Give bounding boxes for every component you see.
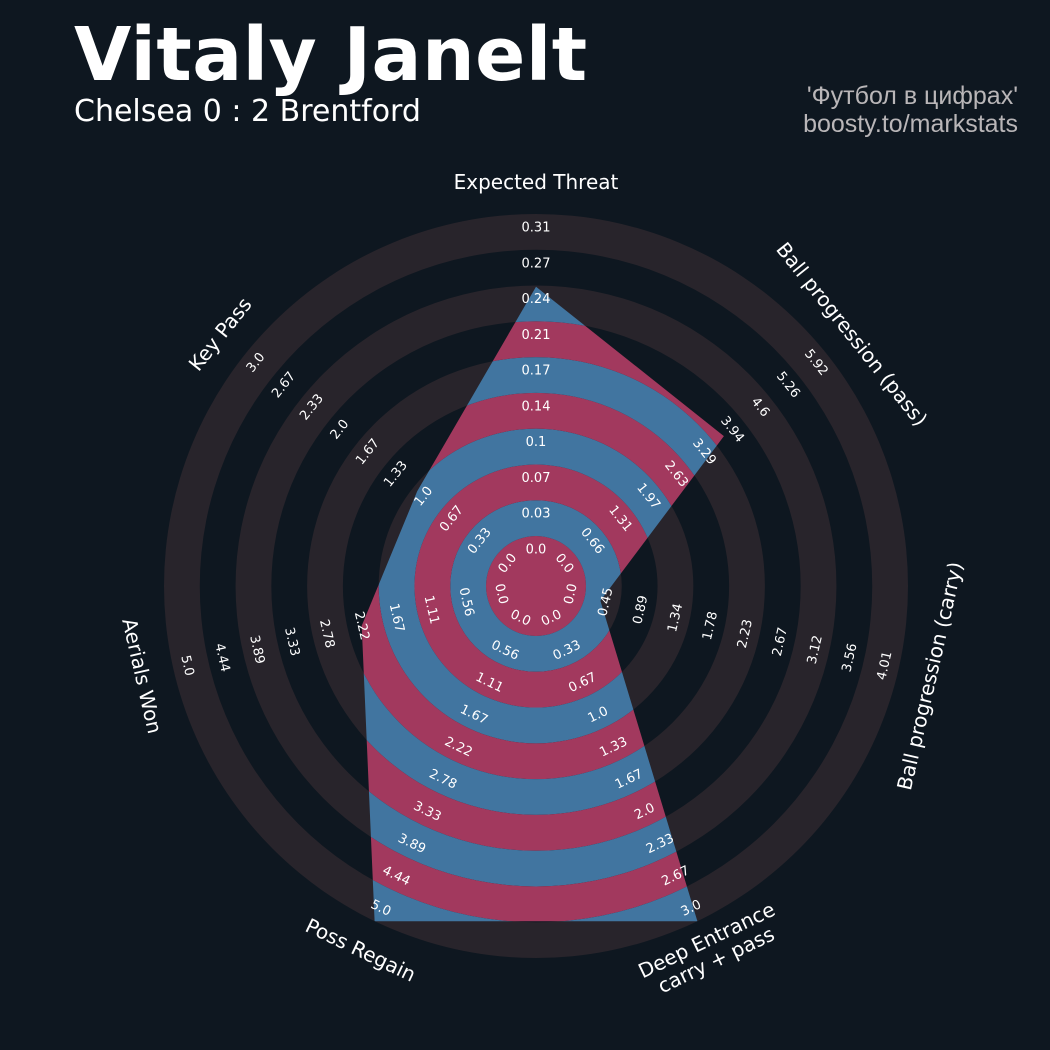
value-hub [486, 536, 586, 636]
tick-label: 3.89 [246, 634, 267, 666]
tick-label: 3.12 [805, 634, 826, 666]
tick-label: 4.44 [211, 642, 232, 674]
tick-label: 0.21 [522, 328, 551, 343]
credit-line-channel: 'Футбол в цифрах' [806, 82, 1018, 110]
tick-label: 2.78 [316, 618, 337, 650]
tick-label: 0.1 [526, 435, 547, 450]
tick-label: 0.89 [630, 594, 651, 626]
tick-label: 0.31 [522, 221, 551, 236]
axis-label: Expected Threat [454, 170, 619, 194]
credit-line-url: boosty.to/markstats [803, 110, 1018, 138]
player-name-title: Vitaly Janelt [74, 12, 588, 98]
tick-label: 3.33 [281, 626, 302, 658]
tick-label: 5.0 [177, 654, 196, 678]
value-band [414, 464, 658, 708]
axis-label-line: Expected Threat [454, 170, 619, 194]
tick-label: 3.56 [840, 642, 861, 674]
tick-label: 0.24 [522, 292, 551, 307]
tick-label: 2.23 [735, 618, 756, 650]
match-subtitle: Chelsea 0 : 2 Brentford [74, 94, 421, 129]
tick-label: 0.0 [526, 543, 547, 558]
tick-label: 4.01 [874, 650, 895, 682]
tick-label: 1.11 [421, 594, 442, 626]
tick-label: 0.14 [522, 399, 551, 414]
tick-label: 0.03 [522, 507, 551, 522]
tick-label: 0.45 [595, 586, 616, 618]
tick-label: 1.78 [700, 610, 721, 642]
value-polygon [361, 286, 724, 922]
tick-label: 2.67 [770, 626, 791, 658]
tick-label: 0.0 [491, 582, 510, 606]
tick-label: 0.27 [522, 256, 551, 271]
axis-label-line: Aerials Won [117, 616, 167, 736]
value-band [450, 500, 622, 672]
tick-label: 2.22 [351, 610, 372, 642]
tick-label: 0.56 [455, 586, 476, 618]
axis-label: Aerials Won [117, 616, 167, 736]
tick-label: 1.34 [665, 602, 686, 634]
credit-block: 'Футбол в цифрах' boosty.to/markstats [803, 82, 1018, 138]
tick-label: 0.0 [561, 582, 580, 606]
tick-label: 0.07 [522, 471, 551, 486]
tick-label: 1.67 [386, 602, 407, 634]
tick-label: 0.17 [522, 364, 551, 379]
